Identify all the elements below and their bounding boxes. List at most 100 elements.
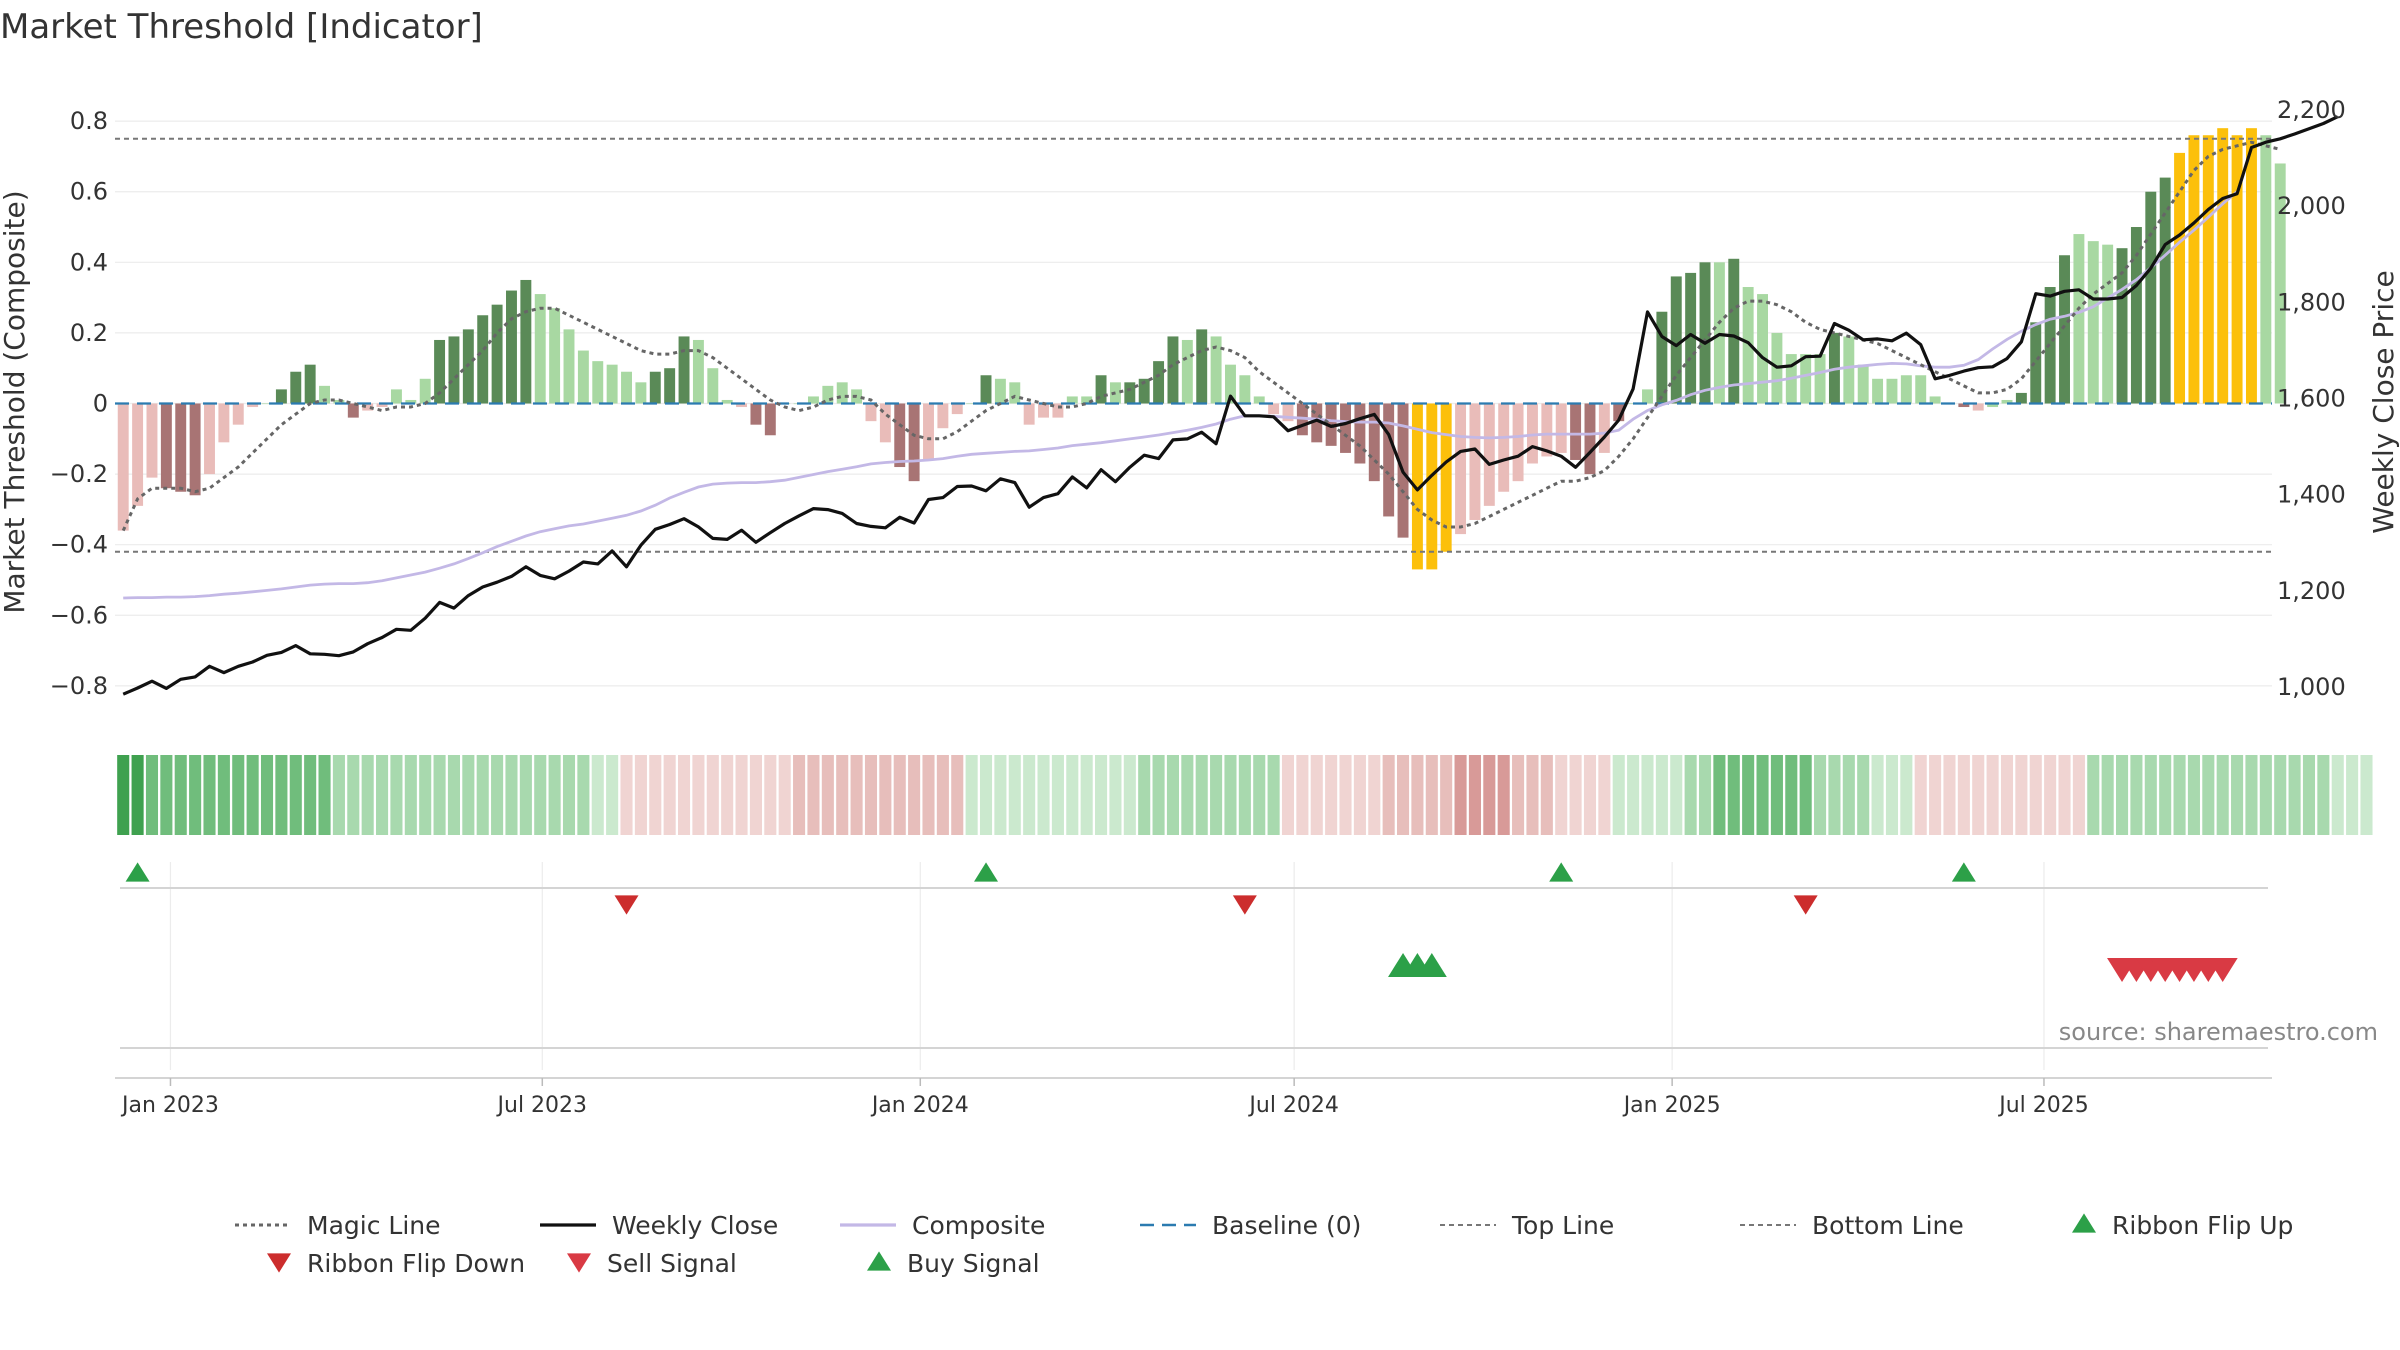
ribbon-cell [1742,755,1755,835]
threshold-bar [1915,375,1927,404]
legend-swatch [267,1253,291,1273]
ribbon-cell [2187,755,2200,835]
ribbon-cell [404,755,417,835]
ribbon-cell [634,755,647,835]
ribbon-cell [1152,755,1165,835]
legend-item: Composite [840,1211,1045,1240]
ribbon-cell [117,755,130,835]
ribbon-flip-down-marker [1232,895,1257,915]
ribbon-cell [1670,755,1683,835]
ribbon-cell [2015,755,2028,835]
legend-item: Magic Line [235,1211,441,1240]
ribbon-cell [2302,755,2316,835]
threshold-bar [1354,403,1366,464]
ribbon-cell [936,755,949,835]
ribbon-cell [2044,755,2057,835]
ribbon-cell [304,755,317,835]
ribbon-cell [1468,755,1481,835]
ribbon-cell [1569,755,1582,835]
threshold-bar [1498,403,1510,492]
threshold-bar [2231,135,2243,404]
ribbon-cell [620,755,633,835]
ribbon-cell [1181,755,1194,835]
ribbon-cell [189,755,202,835]
threshold-bar [894,403,906,468]
ribbon-cell [908,755,921,835]
threshold-bar [750,403,762,425]
ribbon-cell [1483,755,1496,835]
threshold-bar [491,304,503,404]
legend-swatch [2072,1213,2096,1233]
y-tick-label: 0.4 [70,248,108,276]
threshold-bar [1814,354,1826,404]
ribbon-cell [879,755,892,835]
ribbon-cell [2000,755,2014,835]
ribbon-cell [864,755,878,835]
threshold-bars [117,128,2286,570]
ribbon-flip-down-marker [614,895,639,915]
threshold-bar [606,364,618,404]
ribbon-cell [1497,755,1510,835]
threshold-bar [448,336,460,404]
ribbon-cell [1555,755,1568,835]
threshold-bar [2130,227,2142,404]
threshold-bar [1584,403,1596,475]
ribbon-cell [145,755,159,835]
ribbon-cell [2231,755,2244,835]
ribbon-cell [1698,755,1712,835]
threshold-bar [592,361,604,404]
threshold-bar [376,403,388,408]
threshold-bar [764,403,776,436]
ribbon-cell [1727,755,1740,835]
sell-signal-marker [2207,958,2238,982]
ribbon-cell [1828,755,1841,835]
ribbon-cell [1210,755,1223,835]
y2-tick-label: 1,400 [2277,481,2346,509]
threshold-bar [1066,396,1078,404]
legend-label: Top Line [1511,1211,1614,1240]
threshold-bar [1239,375,1251,404]
ribbon-cell [2288,755,2301,835]
y-tick-label: −0.6 [50,601,108,629]
ribbon-cell [2274,755,2287,835]
threshold-bar [146,403,158,478]
ribbon-cell [2144,755,2157,835]
ribbon-cell [2029,755,2042,835]
ribbon-cell [721,755,734,835]
ribbon-cell [260,755,274,835]
threshold-bar [1757,294,1769,404]
threshold-bar [807,396,819,404]
ribbon-cell [1095,755,1108,835]
threshold-bar [189,403,201,496]
threshold-bar [1383,403,1395,517]
buy-signal-marker [1416,953,1447,977]
ribbon-cell [476,755,489,835]
threshold-bar [1253,396,1265,404]
threshold-bar [304,364,316,404]
ribbon-cell [1138,755,1151,835]
threshold-bar [1081,396,1093,404]
y2-tick-label: 2,000 [2277,192,2346,220]
ribbon-cell [2317,755,2330,835]
threshold-bar [1685,272,1697,404]
threshold-bar [247,403,259,408]
ribbon-cell [332,755,345,835]
threshold-bar [1800,354,1812,404]
threshold-bar [1095,375,1107,404]
ribbon-cell [1842,755,1855,835]
ribbon-cell [1253,755,1266,835]
legend-item: Top Line [1440,1211,1614,1240]
threshold-bar [1929,396,1941,404]
threshold-bar [2188,135,2200,404]
ribbon-cell [1123,755,1136,835]
ribbon-cell [2245,755,2258,835]
legend-item: Ribbon Flip Down [267,1249,525,1278]
threshold-bar [2145,191,2157,404]
ribbon-cell [447,755,460,835]
threshold-bar [175,403,187,492]
threshold-bar [1570,403,1582,460]
threshold-bar [1483,403,1495,506]
legend-label: Sell Signal [607,1249,737,1278]
ribbon-cell [203,755,216,835]
y-tick-label: 0.8 [70,107,108,135]
